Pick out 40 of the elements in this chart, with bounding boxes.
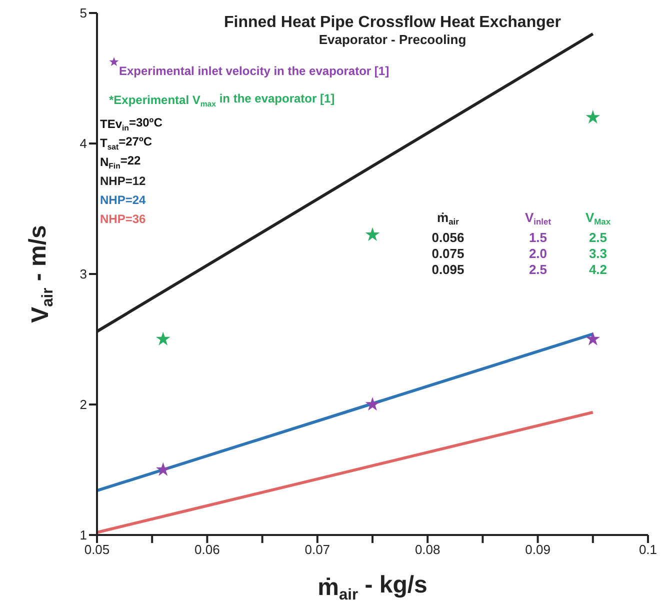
annotation: V$_{inlet}$ <box>524 210 552 227</box>
annotation: N$_{Fin}$=22 <box>100 154 142 170</box>
y-tick-label: 5 <box>80 6 87 21</box>
annotation: 2.5 <box>528 262 548 277</box>
annotation: 0.075 <box>432 246 464 261</box>
y-tick-label: 3 <box>80 266 87 282</box>
y-tick-label: 2 <box>80 397 87 412</box>
x-tick-label: 0.07 <box>304 542 330 558</box>
x-tick-label: 0.05 <box>84 542 110 558</box>
y-tick-label: 1 <box>80 528 87 543</box>
annotation: 0.095 <box>432 262 464 277</box>
annotation: TEv$_{in}$=30ºC <box>100 116 163 132</box>
x-tick-label: 0.08 <box>414 542 440 558</box>
text: NHP=12 <box>100 174 146 188</box>
point <box>365 227 380 241</box>
point <box>586 110 600 124</box>
text: Evaporator - Precooling <box>318 32 466 47</box>
text: NHP=36 <box>100 212 146 226</box>
annotation: ṁ$_{air}$ <box>437 210 460 227</box>
x-tick-label: 0.06 <box>194 542 220 558</box>
point <box>156 332 170 346</box>
annotation: 3.3 <box>588 246 608 261</box>
x-tick-label: 0.09 <box>525 542 550 558</box>
annotation: 1.5 <box>528 230 548 245</box>
annotation: 4.2 <box>588 262 608 277</box>
y-tick-label: 4 <box>80 136 87 152</box>
annotation: 2.0 <box>528 246 548 261</box>
annotation: 2.5 <box>588 230 608 245</box>
point <box>156 462 170 476</box>
legend-label: Experimental inlet velocity in the evaporator [1] <box>119 64 390 78</box>
text: *Experimental V$_{max}$ in the evaporator [1] <box>109 92 335 108</box>
point <box>365 396 380 411</box>
annotation: 0.056 <box>432 230 464 245</box>
annotation: T$_{sat}$=27ºC <box>100 134 152 152</box>
x-axis-title: ṁ$_{air}$ - kg/s <box>318 571 428 604</box>
chart-title: Finned Heat Pipe Crossflow Heat Exchanger <box>224 14 561 31</box>
annotation: V$_{Max}$ <box>585 210 611 227</box>
x-tick-label: 0.1 <box>638 542 658 558</box>
point <box>586 332 600 346</box>
text: NHP=24 <box>100 193 146 207</box>
